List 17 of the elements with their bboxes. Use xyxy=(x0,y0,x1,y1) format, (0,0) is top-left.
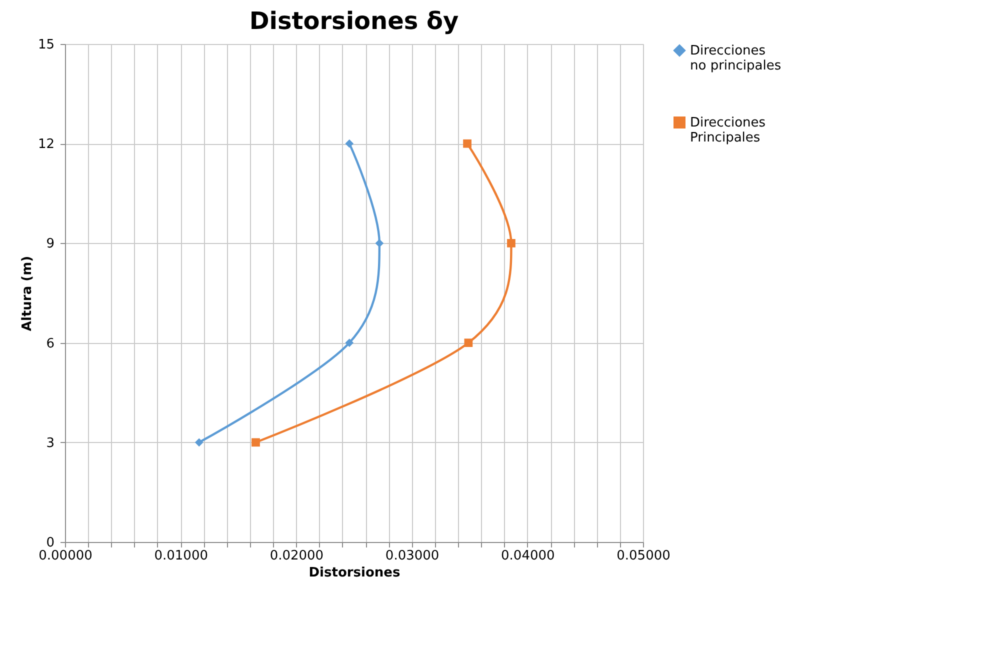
x-tick-label: 0.05000 xyxy=(616,548,670,564)
x-axis-title: Distorsiones xyxy=(308,566,400,580)
y-tick-label: 12 xyxy=(38,137,54,152)
legend-label: Direcciones no principales xyxy=(690,44,782,74)
y-axis-title: Altura (m) xyxy=(20,256,35,332)
x-tick-label: 0.00000 xyxy=(38,548,92,564)
legend-label: Direcciones Principales xyxy=(690,116,766,146)
y-tick-label: 6 xyxy=(46,336,54,352)
y-tick-label: 0 xyxy=(46,536,54,550)
x-tick-label: 0.02000 xyxy=(270,548,324,564)
x-tick-label: 0.04000 xyxy=(501,548,555,564)
y-tick-label: 9 xyxy=(46,236,54,252)
x-tick-label: 0.01000 xyxy=(154,548,208,564)
y-tick-label: 3 xyxy=(46,436,54,451)
x-tick-label: 0.03000 xyxy=(385,548,440,564)
chart-title: Distorsiones δy xyxy=(249,7,460,35)
y-tick-label: 15 xyxy=(38,38,54,52)
